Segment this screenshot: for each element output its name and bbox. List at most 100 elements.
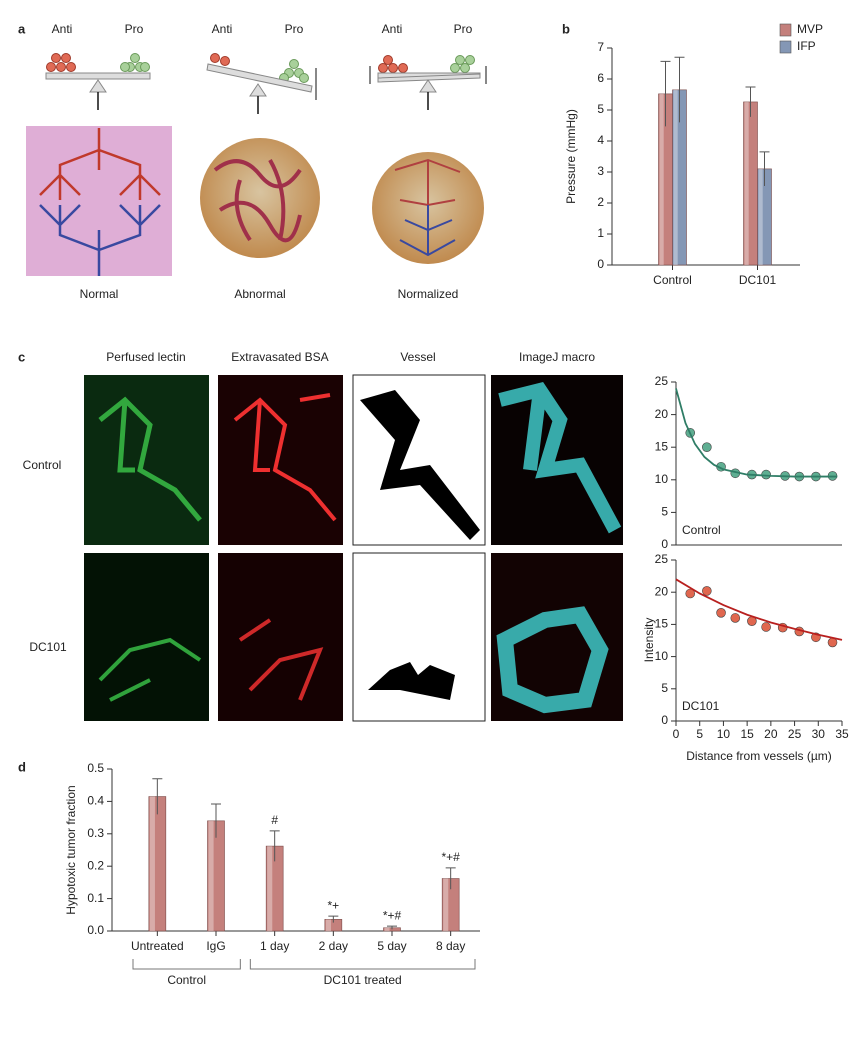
panel-c-images: Perfused lectin Extravasated BSA Vessel … <box>23 350 656 722</box>
error-bar <box>152 778 163 815</box>
fit-line <box>675 388 838 478</box>
panel-label: a <box>18 21 26 36</box>
y-tick-label: 25 <box>655 374 669 388</box>
data-point <box>702 442 712 453</box>
x-tick-label: DC101 <box>739 273 777 287</box>
data-point <box>761 622 771 632</box>
y-tick-label: 0 <box>661 713 668 727</box>
y-tick-label: 0 <box>661 537 668 551</box>
panel-label: c <box>18 349 25 364</box>
error-bar <box>759 151 770 186</box>
y-tick-label: 25 <box>655 552 669 566</box>
panel-label: d <box>18 759 26 774</box>
column-label: Extravasated BSA <box>231 350 328 364</box>
caption: Normalized <box>398 287 459 301</box>
group-bracket <box>132 959 241 970</box>
legend-label: IFP <box>797 39 816 53</box>
y-tick-label: 10 <box>655 649 669 663</box>
y-tick-label: 15 <box>655 439 669 453</box>
y-axis-label: Intensity <box>642 618 656 663</box>
x-tick-label: 0 <box>673 727 680 741</box>
y-tick-label: 5 <box>661 505 668 519</box>
x-tick-label: 15 <box>740 727 754 741</box>
y-tick-label: 0.2 <box>87 858 104 872</box>
x-tick-label: Control <box>653 273 692 287</box>
y-tick-label: 0 <box>597 257 604 271</box>
y-tick-label: 5 <box>661 681 668 695</box>
y-tick-label: 0.4 <box>87 794 104 808</box>
panel-a: Anti Pro Anti Pro Anti Pro Normal Abnorm… <box>26 22 487 301</box>
x-tick-label: 2 day <box>319 939 348 953</box>
y-tick-label: 3 <box>597 164 604 178</box>
column-label: ImageJ macro <box>519 350 595 364</box>
y-tick-label: 0.0 <box>87 923 104 937</box>
x-tick-label: 10 <box>717 727 731 741</box>
legend-swatch <box>779 23 792 37</box>
y-tick-label: 4 <box>597 133 604 147</box>
y-tick-label: 6 <box>597 71 604 85</box>
group-bracket <box>249 959 476 970</box>
data-point <box>730 613 741 623</box>
balance-label: Pro <box>125 22 144 36</box>
annotation: Control <box>682 523 721 537</box>
error-bar <box>660 60 671 127</box>
y-tick-label: 10 <box>655 472 669 486</box>
x-tick-label: 25 <box>788 727 802 741</box>
x-tick-label: IgG <box>206 939 225 953</box>
y-tick-label: 0.3 <box>87 826 104 840</box>
x-tick-label: 20 <box>764 727 778 741</box>
group-label: DC101 treated <box>324 973 402 987</box>
y-tick-label: 1 <box>597 226 604 240</box>
x-axis-label: Distance from vessels (µm) <box>686 749 832 763</box>
balance-label: Anti <box>52 22 73 36</box>
annotation: *+ <box>327 898 339 912</box>
data-point <box>716 608 726 618</box>
row-label: Control <box>23 458 62 472</box>
error-bar <box>269 830 280 862</box>
y-tick-label: 2 <box>597 195 604 209</box>
y-tick-label: 20 <box>655 407 669 421</box>
error-bar <box>745 86 756 117</box>
fit-line <box>675 578 843 641</box>
annotation: DC101 <box>682 699 720 713</box>
group-label: Control <box>167 973 206 987</box>
caption: Abnormal <box>234 287 285 301</box>
column-label: Perfused lectin <box>106 350 185 364</box>
y-tick-label: 20 <box>655 584 669 598</box>
error-bar <box>387 925 397 930</box>
x-tick-label: 5 day <box>377 939 406 953</box>
y-axis-label: Pressure (mmHg) <box>564 109 578 204</box>
caption: Normal <box>80 287 119 301</box>
y-tick-label: 7 <box>597 40 604 54</box>
error-bar <box>674 56 685 123</box>
x-tick-label: 30 <box>812 727 826 741</box>
row-label: DC101 <box>29 640 67 654</box>
balance-label: Anti <box>382 22 403 36</box>
error-bar <box>328 915 339 923</box>
annotation: # <box>271 813 278 827</box>
error-bar <box>445 867 456 890</box>
y-tick-label: 5 <box>597 102 604 116</box>
y-tick-label: 15 <box>655 617 669 631</box>
error-bar <box>211 803 221 838</box>
annotation: *+# <box>383 908 402 922</box>
y-axis-label: Hypotoxic tumor fraction <box>64 785 78 914</box>
legend-swatch <box>779 40 792 54</box>
y-tick-label: 0.5 <box>87 761 104 775</box>
y-tick-label: 0.1 <box>87 891 104 905</box>
x-tick-label: 8 day <box>436 939 465 953</box>
x-tick-label: 5 <box>696 727 703 741</box>
x-tick-label: 35 <box>835 727 849 741</box>
data-point <box>702 586 712 596</box>
x-tick-label: 1 day <box>260 939 289 953</box>
balance-label: Pro <box>454 22 473 36</box>
legend-label: MVP <box>797 22 823 36</box>
balance-label: Anti <box>212 22 233 36</box>
data-point <box>685 588 696 599</box>
annotation: *+# <box>441 850 460 864</box>
column-label: Vessel <box>400 350 435 364</box>
balance-label: Pro <box>285 22 304 36</box>
panel-label: b <box>562 21 570 36</box>
x-tick-label: Untreated <box>131 939 184 953</box>
